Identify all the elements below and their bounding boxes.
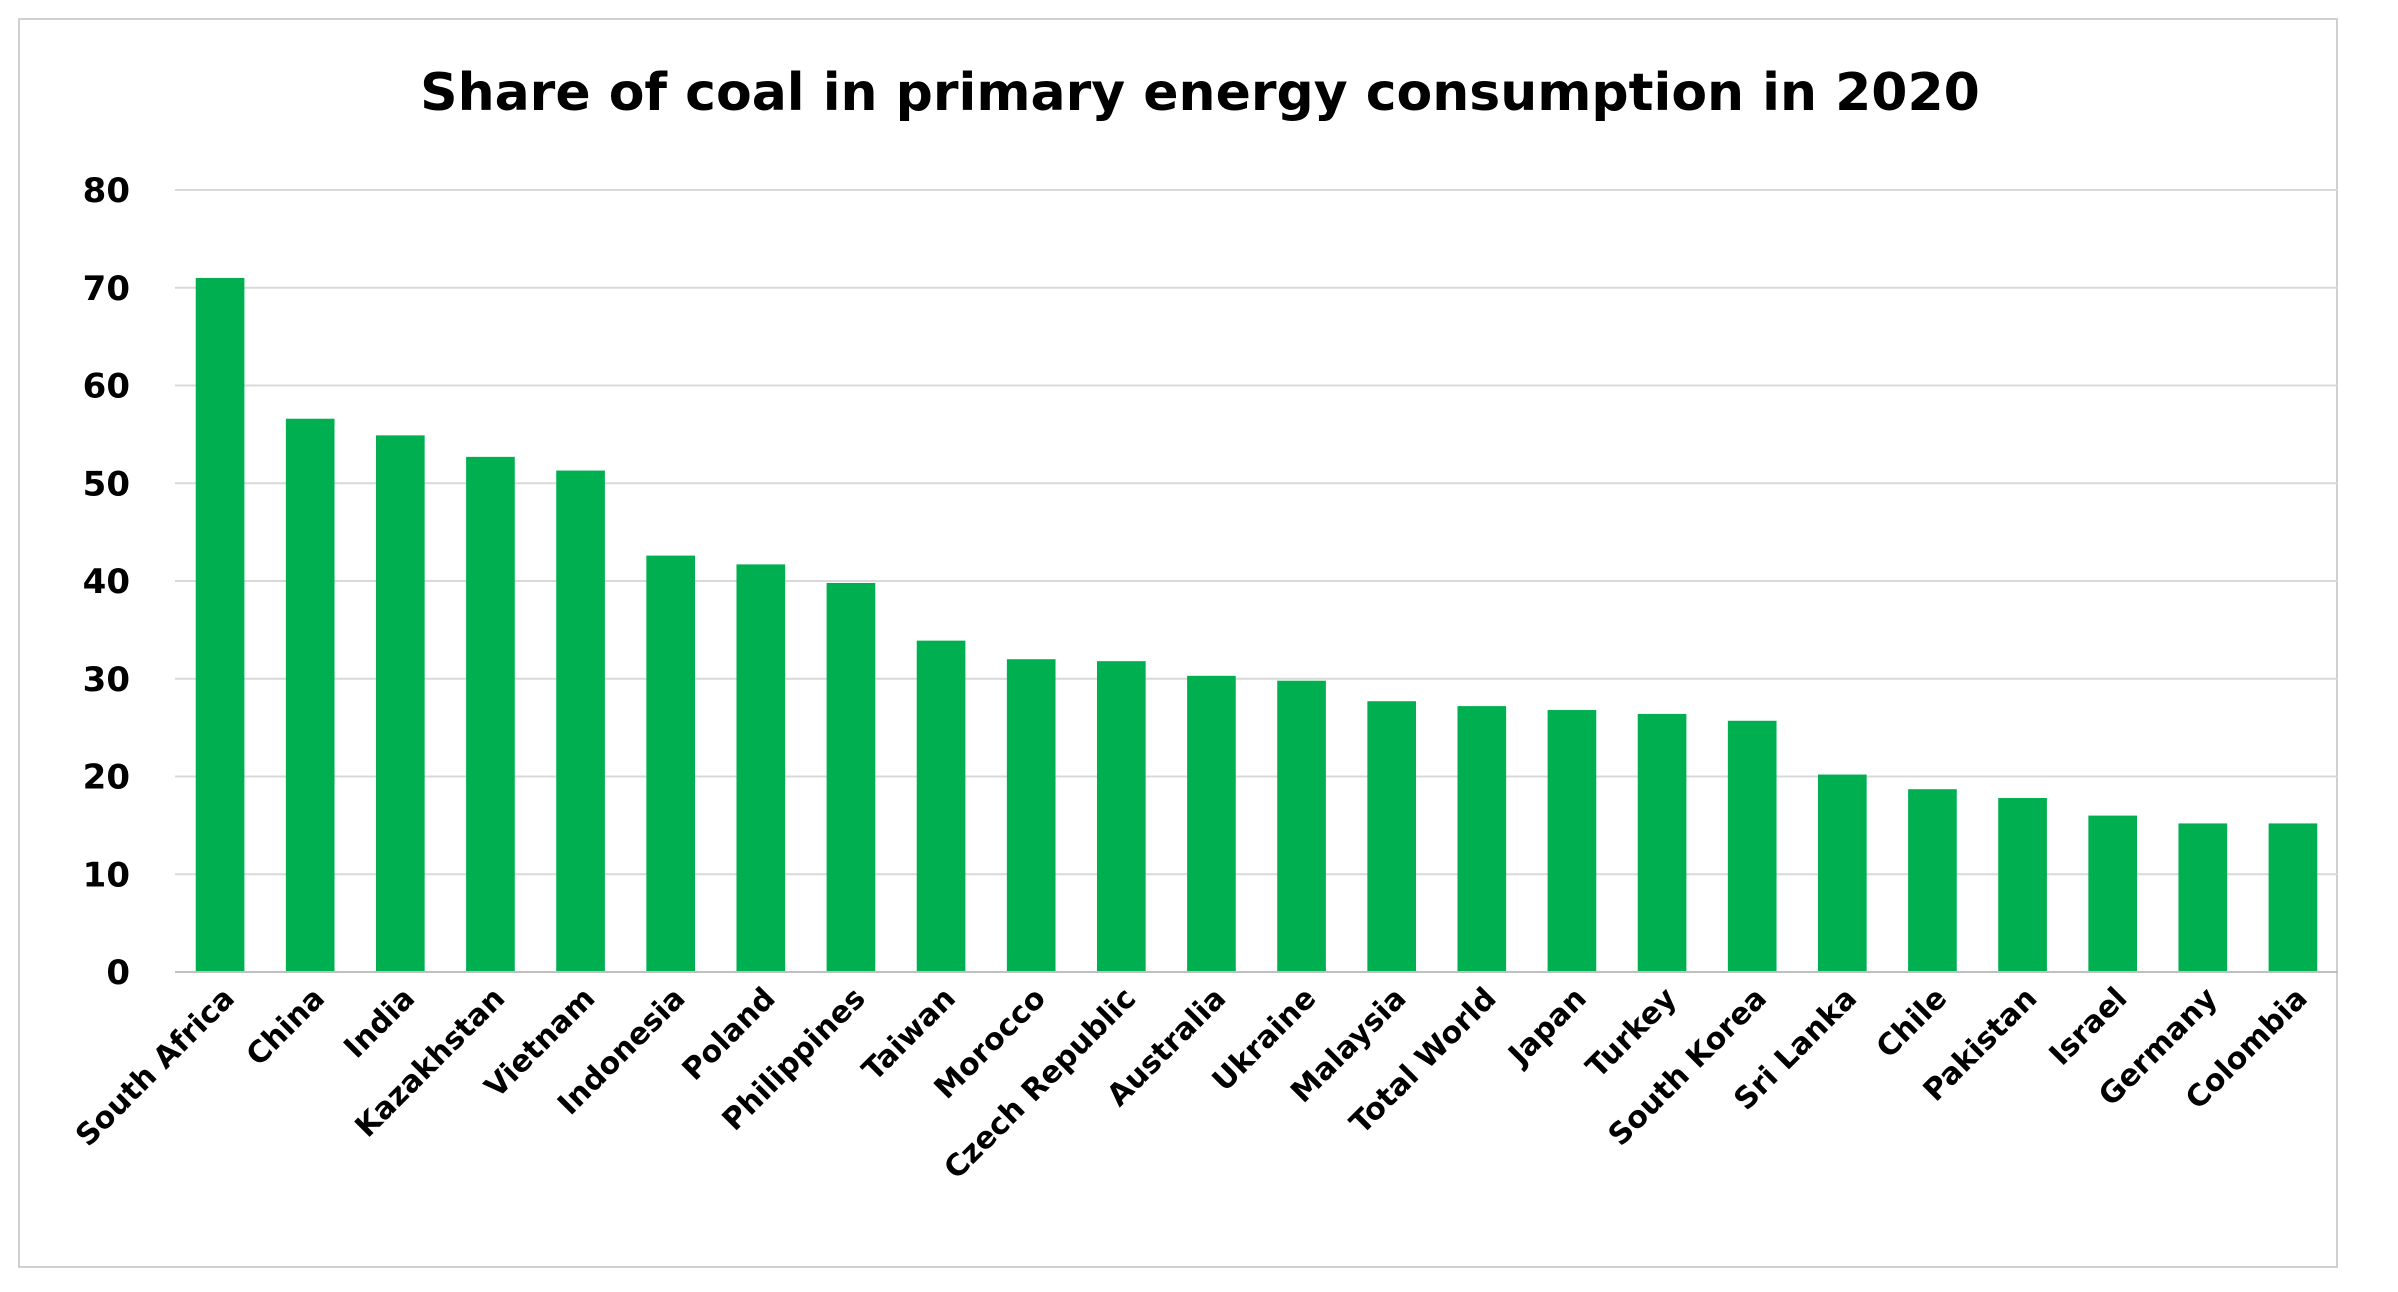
y-tick-label: 80	[83, 171, 130, 211]
y-tick-label: 10	[83, 855, 130, 895]
x-tick-label: South Africa	[69, 981, 242, 1154]
gridlines	[175, 189, 2338, 876]
bar-vietnam	[556, 470, 605, 972]
x-tick-label: Chile	[1870, 981, 1954, 1065]
bar-colombia	[2268, 823, 2318, 972]
bar-india	[375, 435, 425, 972]
y-tick-label: 50	[83, 464, 130, 504]
bar-israel	[2088, 815, 2138, 972]
bar-malaysia	[1367, 701, 1417, 972]
x-tick-label: South Korea	[1602, 981, 1774, 1153]
bar-sri-lanka	[1817, 774, 1867, 972]
bar-czech-republic	[1096, 661, 1146, 972]
bar-kazakhstan	[466, 456, 515, 972]
y-tick-label: 0	[106, 953, 130, 993]
bar-germany	[2178, 823, 2228, 972]
bar-turkey	[1637, 713, 1687, 972]
bar-total-world	[1457, 706, 1507, 972]
bar-morocco	[1006, 659, 1056, 972]
bar-australia	[1187, 675, 1236, 972]
bar-ukraine	[1277, 680, 1326, 972]
y-tick-label: 70	[83, 269, 130, 309]
y-tick-label: 60	[83, 367, 130, 407]
bar-taiwan	[916, 640, 966, 972]
x-tick-label: China	[240, 981, 332, 1073]
y-axis-ticks: 0 10 20 30 40 50 60 70 80	[83, 171, 130, 993]
bar-poland	[736, 564, 786, 972]
bar-south-korea	[1727, 720, 1777, 972]
bar-chile	[1908, 789, 1957, 972]
bar-pakistan	[1998, 798, 2047, 972]
chart-title: Share of coal in primary energy consumpt…	[420, 63, 1980, 123]
bar-philippines	[826, 582, 876, 972]
bar-indonesia	[646, 555, 696, 972]
bar-china	[285, 418, 335, 972]
bars	[195, 277, 2318, 973]
bar-japan	[1547, 710, 1597, 972]
y-tick-label: 30	[83, 660, 130, 700]
bar-south-africa	[195, 277, 245, 973]
x-tick-label: India	[337, 981, 422, 1066]
y-tick-label: 20	[83, 758, 130, 798]
y-tick-label: 40	[83, 562, 130, 602]
